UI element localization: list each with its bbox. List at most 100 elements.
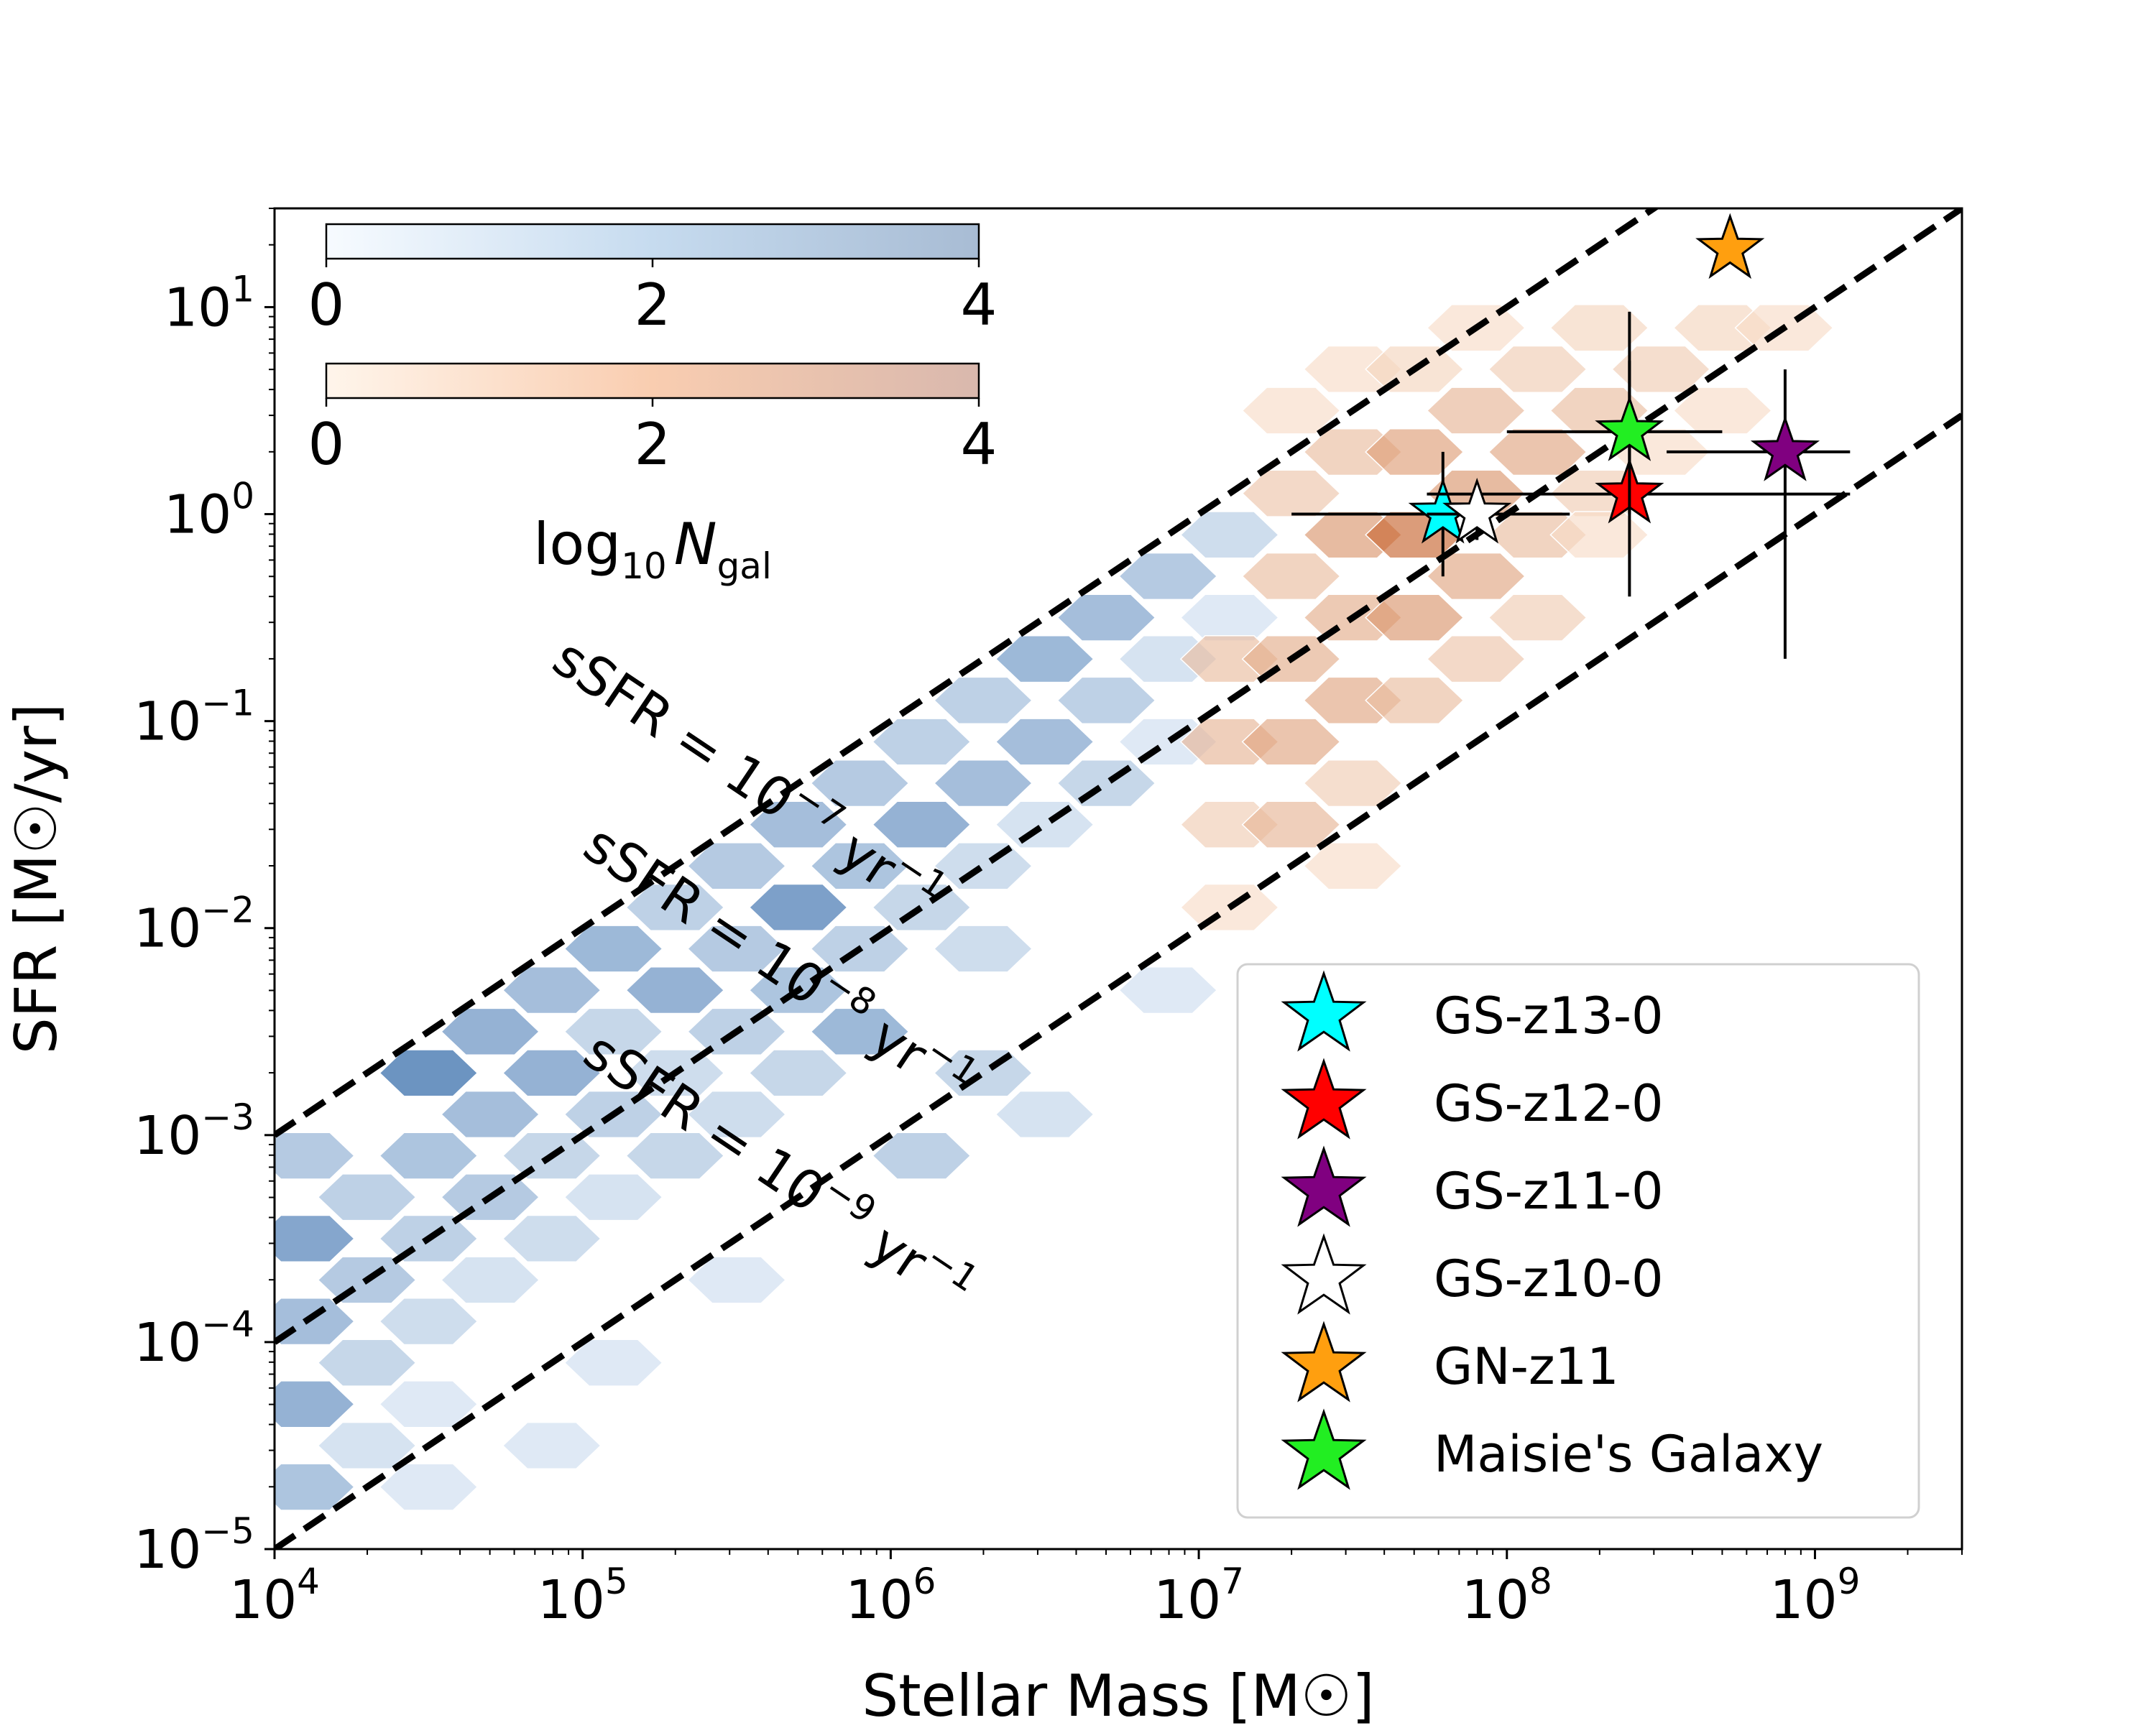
hexbin-blue-cell xyxy=(872,718,972,766)
galaxy-markers xyxy=(1291,213,1851,659)
hexbin-blue-cell xyxy=(441,1007,540,1055)
galaxy-star-marker xyxy=(1750,415,1820,481)
hexbin-blue-cell xyxy=(872,883,972,932)
hexbin-blue-cell xyxy=(502,1214,602,1263)
x-axis-ticks: 104 105 106 107 108 109 xyxy=(229,1549,1963,1631)
hexbin-orange-cell xyxy=(1549,304,1649,352)
hexbin-blue-cell xyxy=(810,1007,910,1055)
hexbin-blue-cell xyxy=(563,925,663,973)
hexbin-blue-cell xyxy=(379,1463,479,1511)
hexbin-blue-cell xyxy=(872,1132,972,1180)
hexbin-blue-cell xyxy=(563,1339,663,1387)
colorbar-label: log10 Ngal xyxy=(533,511,772,587)
colorbar-blue-tick: 4 xyxy=(961,272,998,338)
hexbin-blue-cell xyxy=(563,1007,663,1055)
legend-label: GS-z10-0 xyxy=(1434,1249,1664,1308)
hexbin-blue-cell xyxy=(810,842,910,890)
hexbin-blue-cell xyxy=(1179,593,1279,642)
hexbin-blue-cell xyxy=(275,1214,355,1263)
hexbin-orange-cell xyxy=(1672,387,1772,435)
hexbin-blue-cell xyxy=(275,1463,355,1511)
hexbin-blue-cell xyxy=(317,1339,417,1387)
hexbin-blue-cell xyxy=(502,1421,602,1470)
x-tick-label: 109 xyxy=(1769,1561,1860,1631)
colorbar-blue-tick: 2 xyxy=(635,272,671,338)
colorbar-orange: 0 2 4 xyxy=(308,362,998,478)
y-tick-label: 10−3 xyxy=(134,1096,254,1167)
hexbin-blue-cell xyxy=(995,800,1095,849)
hexbin-blue-cell xyxy=(441,1090,540,1139)
hexbin-blue-cell xyxy=(275,1380,355,1428)
hexbin-orange-cell xyxy=(1241,469,1341,517)
hexbin-layer-blue xyxy=(275,511,1279,1511)
y-axis-label: SFR [M☉/yr] xyxy=(3,703,70,1054)
ssfr-line xyxy=(275,208,1660,1138)
hexbin-blue-cell xyxy=(686,1090,787,1139)
hexbin-blue-cell xyxy=(748,883,848,932)
legend: GS-z13-0 GS-z12-0 GS-z11-0 GS-z10-0 GN-z11 Ma… xyxy=(1236,963,1920,1519)
hexbin-blue-cell xyxy=(748,1049,848,1097)
x-tick-label: 108 xyxy=(1462,1561,1552,1631)
hexbin-orange-cell xyxy=(1303,842,1403,890)
colorbar-label-varsub: gal xyxy=(717,545,772,587)
hexbin-blue-cell xyxy=(317,1421,417,1470)
hexbin-blue-cell xyxy=(379,1049,479,1097)
ssfr-lines xyxy=(275,208,1962,1549)
galaxy-point xyxy=(1427,477,1512,544)
hexbin-blue-cell xyxy=(625,883,725,932)
legend-star-icon xyxy=(1281,1408,1367,1490)
legend-item: GS-z10-0 xyxy=(1281,1233,1664,1315)
ssfr-line xyxy=(275,412,1962,1549)
hexbin-blue-cell xyxy=(563,1173,663,1221)
hexbin-blue-cell xyxy=(995,635,1095,683)
galaxy-star-marker xyxy=(1695,213,1765,279)
colorbar-blue-bar xyxy=(325,223,980,260)
hexbin-orange-cell xyxy=(1365,676,1465,724)
x-axis-label: Stellar Mass [M☉] xyxy=(862,1663,1374,1724)
colorbar-blue: 0 2 4 xyxy=(308,223,998,338)
hexbin-blue-cell xyxy=(1118,966,1218,1015)
legend-item: GS-z11-0 xyxy=(1281,1145,1664,1227)
hexbin-blue-cell xyxy=(1056,759,1156,808)
legend-items: GS-z13-0 GS-z12-0 GS-z11-0 GS-z10-0 GN-z11 Ma… xyxy=(1281,970,1823,1490)
x-tick-label: 107 xyxy=(1153,1561,1244,1631)
legend-star-icon xyxy=(1281,1058,1367,1140)
galaxy-point xyxy=(1695,213,1765,279)
legend-label: GS-z11-0 xyxy=(1434,1162,1664,1221)
x-tick-label: 104 xyxy=(229,1561,320,1631)
hexbin-blue-cell xyxy=(502,1049,602,1097)
hexbin-blue-cell xyxy=(995,718,1095,766)
x-axis-label-text: Stellar Mass [M☉] xyxy=(862,1663,1374,1724)
hexbin-blue-cell xyxy=(933,925,1033,973)
legend-label: GS-z12-0 xyxy=(1434,1074,1664,1133)
galaxy-star-marker xyxy=(1595,395,1664,461)
hexbin-blue-cell xyxy=(748,800,848,849)
hexbin-blue-cell xyxy=(810,759,910,808)
ssfr-line xyxy=(275,208,1962,1345)
hexbin-blue-cell xyxy=(441,1256,540,1304)
hexbin-blue-cell xyxy=(872,800,972,849)
legend-star-icon xyxy=(1281,1233,1367,1315)
y-axis-label-text: SFR [M☉/yr] xyxy=(3,703,70,1054)
legend-label: Maisie's Galaxy xyxy=(1434,1425,1823,1484)
galaxy-star-marker xyxy=(1442,477,1512,544)
y-tick-label: 101 xyxy=(164,268,254,338)
colorbar-orange-tick: 4 xyxy=(961,411,998,478)
colorbar-orange-tick: 2 xyxy=(635,411,671,478)
hexbin-orange-cell xyxy=(1488,345,1588,394)
y-tick-label: 10−5 xyxy=(134,1510,254,1581)
y-tick-label: 10−2 xyxy=(134,890,254,960)
legend-item: GN-z11 xyxy=(1281,1321,1619,1403)
hexbin-blue-cell xyxy=(933,1049,1033,1097)
hexbin-blue-cell xyxy=(275,1132,355,1180)
hexbin-blue-cell xyxy=(1118,552,1218,601)
hexbin-orange-cell xyxy=(1365,593,1465,642)
hexbin-blue-cell xyxy=(502,966,602,1015)
x-tick-label: 106 xyxy=(845,1561,936,1631)
hexbin-blue-cell xyxy=(686,842,787,890)
legend-item: Maisie's Galaxy xyxy=(1281,1408,1823,1490)
hexbin-orange-cell xyxy=(1241,718,1341,766)
colorbar-orange-bar xyxy=(325,362,980,399)
